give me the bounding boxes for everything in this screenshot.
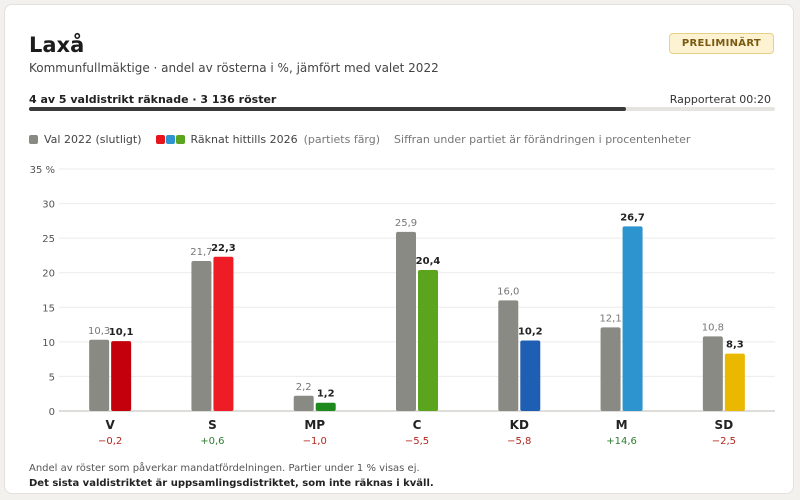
progress-text: 4 av 5 valdistrikt räknade · 3 136 röste… — [29, 93, 277, 106]
change-label: +14,6 — [606, 436, 637, 447]
legend-item-curr: Räknat hittills 2026 — [155, 133, 298, 146]
bar-2022 — [191, 260, 212, 411]
x-tick-label: KD — [510, 418, 529, 432]
x-tick-label: SD — [715, 418, 734, 432]
change-label: −5,8 — [507, 436, 531, 447]
y-tick-label: 10 — [42, 338, 55, 349]
data-label-2026: 20,4 — [416, 256, 441, 267]
change-label: −0,2 — [98, 436, 122, 447]
legend-label-prev: Val 2022 (slutligt) — [44, 133, 142, 146]
data-label-2022: 2,2 — [296, 382, 312, 393]
y-tick-label: 35 % — [30, 165, 55, 176]
x-tick-label: C — [413, 418, 422, 432]
legend-swatch-curr-1 — [155, 135, 165, 144]
bar-2022 — [498, 300, 519, 411]
progress-bar-fill — [29, 107, 626, 111]
bar-2026 — [111, 341, 132, 411]
legend-label-curr: Räknat hittills 2026 — [190, 133, 298, 146]
legend-note-color: (partiets färg) — [303, 133, 381, 146]
data-label-2022: 12,1 — [599, 313, 621, 324]
data-label-2026: 1,2 — [317, 389, 335, 400]
data-label-2026: 22,3 — [211, 243, 236, 254]
data-label-2026: 10,2 — [518, 326, 543, 337]
legend-swatch-curr-3 — [175, 135, 185, 144]
bar-2026 — [622, 226, 643, 411]
x-tick-label: MP — [304, 418, 325, 432]
y-tick-label: 15 — [42, 303, 55, 314]
y-tick-label: 0 — [49, 407, 55, 418]
y-tick-label: 25 — [42, 234, 55, 245]
data-label-2026: 26,7 — [620, 212, 645, 223]
bar-2022 — [702, 336, 723, 411]
data-label-2026: 10,1 — [109, 327, 134, 338]
data-label-2022: 21,7 — [190, 247, 212, 258]
reported-time: Rapporterat 00:20 — [669, 93, 771, 106]
bar-2022 — [89, 339, 110, 411]
legend-note-change: Siffran under partiet är förändringen i … — [394, 133, 691, 146]
page-title: Laxå — [29, 33, 85, 57]
x-tick-label: V — [105, 418, 115, 432]
bar-2022 — [396, 231, 416, 411]
results-card: Laxå Kommunfullmäktige · andel av röster… — [4, 4, 794, 494]
data-label-2022: 25,9 — [395, 218, 417, 229]
y-tick-label: 30 — [42, 200, 55, 211]
footnote: Andel av röster som påverkar mandatförde… — [29, 461, 434, 491]
page-subtitle: Kommunfullmäktige · andel av rösterna i … — [29, 61, 439, 75]
change-label: −1,0 — [303, 436, 327, 447]
footnote-line-1: Andel av röster som påverkar mandatförde… — [29, 463, 420, 474]
data-label-2022: 10,8 — [702, 322, 724, 333]
change-label: −5,5 — [405, 436, 429, 447]
x-tick-label: S — [208, 418, 217, 432]
bar-2026 — [520, 340, 541, 411]
bar-2026 — [724, 353, 745, 411]
bar-2022 — [293, 395, 314, 411]
data-label-2022: 10,3 — [88, 326, 110, 337]
y-tick-label: 20 — [42, 269, 55, 280]
y-tick-label: 5 — [49, 372, 55, 383]
bar-2026 — [213, 256, 234, 411]
footnote-line-2: Det sista valdistriktet är uppsamlingsdi… — [29, 478, 434, 489]
data-label-2026: 8,3 — [726, 340, 744, 351]
bar-2026 — [315, 402, 336, 411]
bar-2022 — [600, 327, 621, 411]
legend-item-prev: Val 2022 (slutligt) — [29, 133, 142, 146]
bar-2026 — [418, 269, 438, 411]
status-badge: PRELIMINÄRT — [668, 33, 774, 54]
change-label: −2,5 — [712, 436, 736, 447]
chart-legend: Val 2022 (slutligt) Räknat hittills 2026… — [29, 133, 704, 146]
x-tick-label: M — [616, 418, 628, 432]
legend-swatch-curr-2 — [165, 135, 175, 144]
data-label-2022: 16,0 — [497, 286, 519, 297]
legend-swatch-prev — [29, 135, 38, 144]
change-label: +0,6 — [200, 436, 224, 447]
bar-chart: 0 5 10 15 20 25 30 35 % 10,310,1 V −0,2 21,722,3 S +0… — [30, 165, 775, 447]
progress-bar — [29, 107, 775, 111]
